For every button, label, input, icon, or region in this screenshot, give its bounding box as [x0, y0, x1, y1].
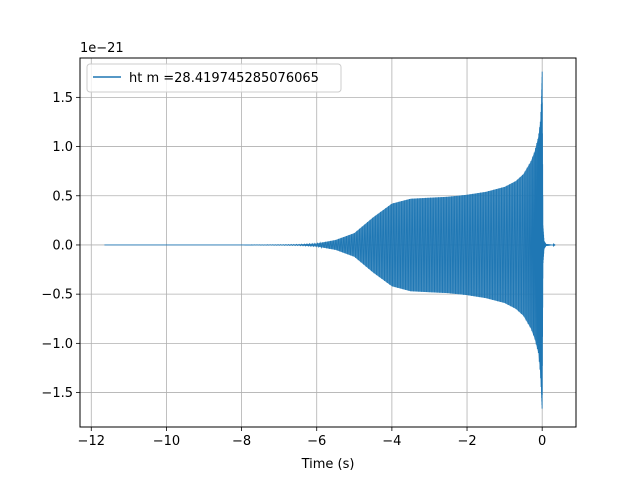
y-tick-label: −1.5 — [41, 386, 73, 401]
y-tick-label: 1.5 — [52, 91, 73, 106]
legend-box — [86, 63, 342, 93]
x-tick-label: −4 — [382, 434, 401, 449]
x-tick-label: 0 — [538, 434, 546, 449]
series-waveform — [104, 71, 556, 409]
y-tick-label: −1.0 — [41, 337, 73, 352]
x-axis: −12 −10 −8 −6 −4 −2 0 — [78, 427, 546, 449]
x-tick-label: −2 — [457, 434, 476, 449]
plot-area — [104, 70, 556, 411]
legend-entry: ht m =28.419745285076065 — [129, 71, 319, 86]
axes-frame — [79, 57, 577, 428]
y-tick-label: 0.0 — [52, 238, 73, 253]
y-tick-label: −0.5 — [41, 288, 73, 303]
y-tick-label: 1.0 — [52, 140, 73, 155]
legend: ht m =28.419745285076065 — [86, 63, 342, 93]
x-tick-label: −6 — [307, 434, 326, 449]
x-tick-label: −12 — [78, 434, 105, 449]
y-axis: −1.5 −1.0 −0.5 0.0 0.5 1.0 1.5 — [41, 91, 80, 401]
y-offset-label: 1e−21 — [80, 41, 124, 56]
y-tick-label: 0.5 — [52, 189, 73, 204]
x-axis-label: Time (s) — [301, 457, 355, 472]
x-tick-label: −10 — [153, 434, 180, 449]
x-tick-label: −8 — [232, 434, 251, 449]
